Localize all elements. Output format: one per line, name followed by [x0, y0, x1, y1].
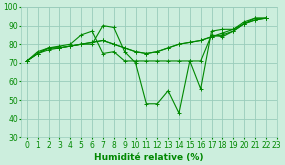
X-axis label: Humidité relative (%): Humidité relative (%) [94, 152, 204, 162]
